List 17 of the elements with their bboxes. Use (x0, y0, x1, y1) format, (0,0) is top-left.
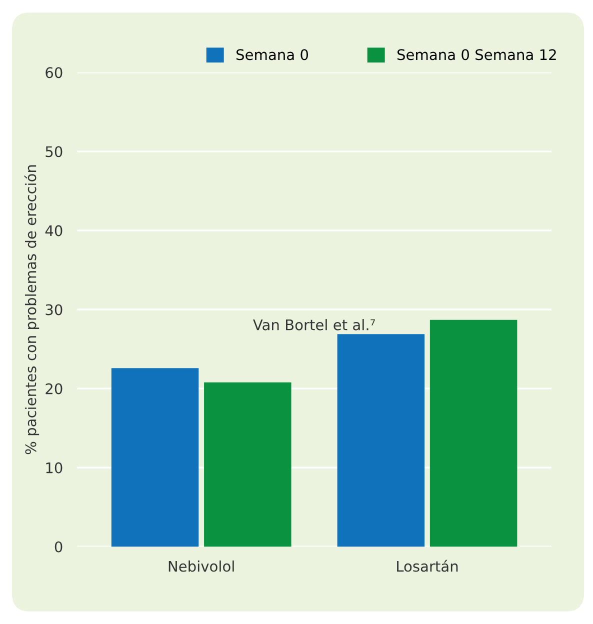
bar (204, 382, 292, 547)
y-tick-label: 30 (46, 304, 62, 316)
legend-label: Semana 0 Semana 12 (397, 49, 556, 60)
y-tick-label: 0 (54, 541, 62, 552)
y-tick-label: 10 (46, 462, 62, 474)
bar (337, 334, 425, 547)
bar (430, 320, 518, 547)
y-tick-label: 20 (46, 383, 62, 394)
bar (111, 368, 199, 547)
y-axis-title: % pacientes con problemas de erección (24, 165, 40, 454)
y-tick-label: 60 (46, 67, 62, 78)
y-tick-label: 40 (45, 225, 62, 236)
legend-label: Semana 0 (236, 49, 308, 60)
x-tick-label: Nebivolol (168, 560, 234, 572)
x-tick-label: Losartán (397, 560, 458, 572)
y-tick-label: 50 (46, 146, 62, 158)
annotation: Van Bortel et al.⁷ (253, 319, 375, 330)
